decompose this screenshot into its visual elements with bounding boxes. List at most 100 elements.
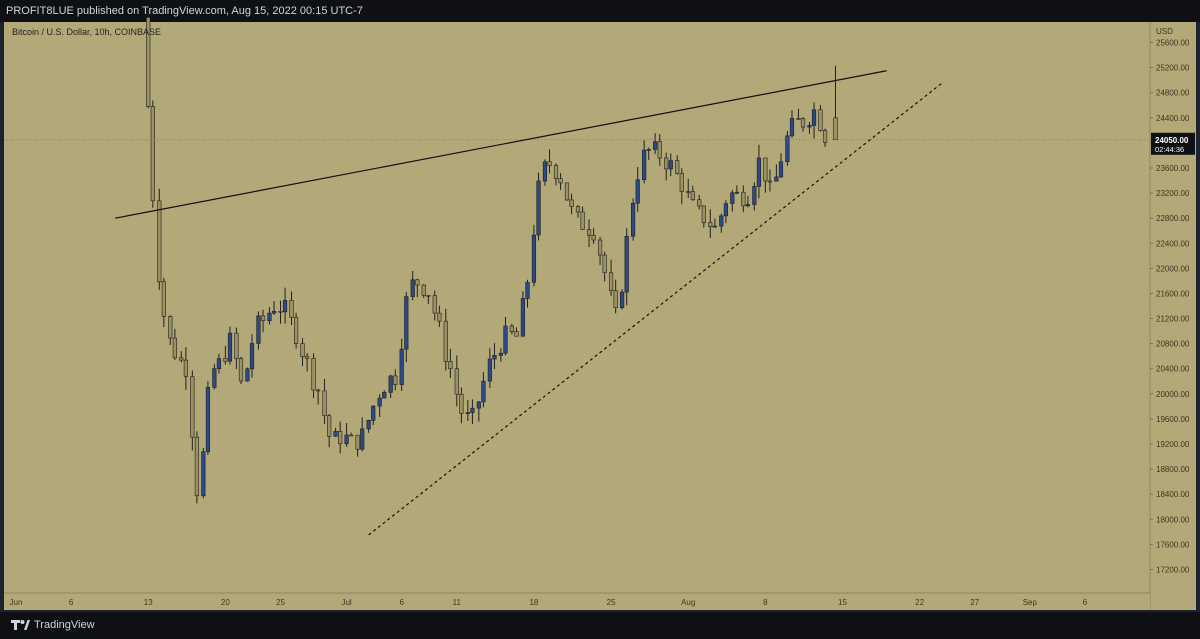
candle-body xyxy=(833,117,838,141)
trendlines-group xyxy=(4,70,1150,536)
price-tick-label: 21600.00 xyxy=(1156,289,1190,298)
price-tick-label: 17200.00 xyxy=(1156,565,1190,574)
candle-body xyxy=(421,284,426,296)
candle-body xyxy=(664,157,669,170)
candle-body xyxy=(227,332,233,362)
time-tick-label: 6 xyxy=(69,598,74,607)
candle-body xyxy=(800,118,806,128)
price-tick-label: 20400.00 xyxy=(1156,365,1190,374)
candle-body xyxy=(150,106,155,202)
chart-frame[interactable] xyxy=(4,22,1196,610)
publisher-bar: PROFIT8LUE published on TradingView.com,… xyxy=(0,0,1200,22)
price-tick-label: 18400.00 xyxy=(1156,490,1190,499)
candle-body xyxy=(282,300,288,313)
trendline-support xyxy=(368,82,943,536)
time-tick-label: 15 xyxy=(838,598,847,607)
price-axis-currency: USD xyxy=(1156,27,1173,36)
candle-body xyxy=(701,205,706,224)
time-tick-label: 25 xyxy=(607,598,616,607)
candle-body xyxy=(194,436,200,497)
candle-body xyxy=(393,375,398,385)
candle-body xyxy=(415,279,420,286)
candle-body xyxy=(289,300,294,318)
candle-body xyxy=(734,191,739,194)
candle-body xyxy=(613,290,618,309)
candle-body xyxy=(642,149,647,180)
time-tick-label: 20 xyxy=(221,598,230,607)
candle-body xyxy=(697,199,702,207)
candle-body xyxy=(635,179,640,204)
time-tick-label: 6 xyxy=(399,598,404,607)
candle-body xyxy=(509,325,515,332)
candle-body xyxy=(818,109,823,131)
candle-body xyxy=(168,316,173,339)
time-tick-label: Jun xyxy=(10,598,23,607)
candle-body xyxy=(404,296,409,350)
candle-body xyxy=(708,222,713,228)
candle-body xyxy=(646,149,651,151)
candles-group xyxy=(146,9,838,504)
candle-body xyxy=(349,434,354,437)
time-tick-label: 18 xyxy=(529,598,538,607)
candle-body xyxy=(686,191,691,193)
current-price-label: 24050.00 xyxy=(1155,136,1189,145)
candle-body xyxy=(212,368,217,388)
candle-body xyxy=(465,412,470,414)
time-tick-label: 25 xyxy=(276,598,285,607)
candle-body xyxy=(172,337,177,359)
price-tick-label: 18800.00 xyxy=(1156,465,1190,474)
price-tick-label: 22800.00 xyxy=(1156,214,1190,223)
candle-body xyxy=(271,310,277,314)
candle-body xyxy=(454,368,459,395)
candle-body xyxy=(311,357,316,391)
candle-body xyxy=(723,203,728,217)
candle-body xyxy=(316,389,321,392)
time-tick-label: 6 xyxy=(1083,598,1088,607)
candle-body xyxy=(730,192,735,204)
tradingview-logo-icon xyxy=(10,619,30,634)
candle-body xyxy=(785,135,790,163)
candle-body xyxy=(388,375,393,393)
price-tick-label: 20800.00 xyxy=(1156,340,1190,349)
candle-body xyxy=(553,165,559,179)
candle-body xyxy=(822,130,828,143)
candle-body xyxy=(763,157,768,182)
candle-body xyxy=(443,320,448,362)
candle-body xyxy=(679,173,684,192)
candle-body xyxy=(597,239,603,256)
candle-body xyxy=(752,186,757,205)
candle-body xyxy=(575,206,581,213)
candle-body xyxy=(668,160,673,170)
candle-body xyxy=(333,431,338,437)
time-axis-background xyxy=(4,593,1150,610)
price-tick-label: 22400.00 xyxy=(1156,239,1190,248)
candle-body xyxy=(756,157,762,187)
candle-body xyxy=(476,401,481,409)
candle-body xyxy=(503,325,508,354)
candle-body xyxy=(789,118,795,137)
time-tick-label: 8 xyxy=(763,598,768,607)
candle-body xyxy=(657,141,662,159)
candle-body xyxy=(619,291,625,309)
candle-body xyxy=(774,176,779,182)
candle-body xyxy=(278,310,283,313)
candle-body xyxy=(470,407,475,413)
candle-body xyxy=(399,348,404,385)
candle-body xyxy=(249,343,255,370)
price-tick-label: 21200.00 xyxy=(1156,315,1190,324)
price-tick-label: 18000.00 xyxy=(1156,515,1190,524)
candle-body xyxy=(531,234,537,283)
candle-body xyxy=(712,225,717,228)
candle-body xyxy=(542,161,548,182)
price-tick-label: 23200.00 xyxy=(1156,189,1190,198)
candle-body xyxy=(459,393,464,414)
time-tick-label: Aug xyxy=(681,598,695,607)
price-tick-label: 22000.00 xyxy=(1156,264,1190,273)
candle-body xyxy=(624,235,629,293)
candle-body xyxy=(382,392,387,399)
candle-body xyxy=(564,182,570,201)
candle-body xyxy=(338,431,343,445)
candle-body xyxy=(146,17,151,107)
time-axis: Jun 6 13 20 25 Jul 6 11 18 25 Aug 8 15 22 27 Sep 6 xyxy=(4,592,1150,610)
